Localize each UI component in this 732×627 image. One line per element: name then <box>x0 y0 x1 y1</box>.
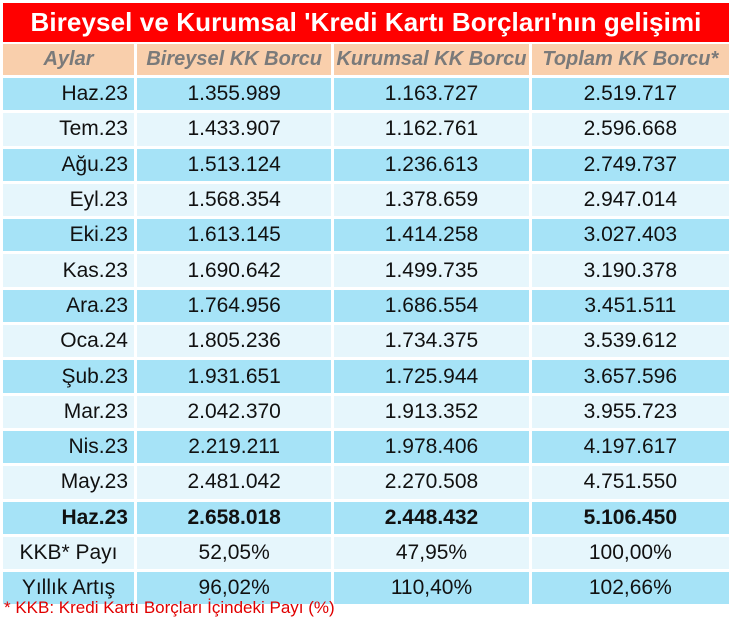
summary-individual-cell: 52,05% <box>137 536 335 573</box>
corporate-debt-cell: 2.448.432 <box>334 501 532 537</box>
individual-debt-cell: 2.481.042 <box>137 466 335 502</box>
total-debt-cell: 5.106.450 <box>531 501 729 537</box>
month-cell: Tem.23 <box>3 113 137 149</box>
individual-debt-cell: 1.764.956 <box>137 289 335 326</box>
summary-total-cell: 100,00% <box>531 536 729 573</box>
total-debt-cell: 3.539.612 <box>531 325 729 361</box>
individual-debt-cell: 2.219.211 <box>137 430 335 467</box>
corporate-debt-cell: 1.236.613 <box>334 148 532 184</box>
month-cell: Şub.23 <box>3 360 137 396</box>
individual-debt-cell: 1.355.989 <box>137 78 335 114</box>
month-cell: Haz.23 <box>3 501 137 537</box>
month-cell: Ağu.23 <box>3 148 137 184</box>
individual-debt-cell: 2.658.018 <box>137 501 335 537</box>
month-cell: Eyl.23 <box>3 183 137 220</box>
table-row: Eki.23 1.613.145 1.414.258 3.027.403 <box>3 219 729 255</box>
total-debt-cell: 3.657.596 <box>531 360 729 396</box>
table-row: Şub.23 1.931.651 1.725.944 3.657.596 <box>3 360 729 396</box>
total-debt-cell: 3.451.511 <box>531 289 729 326</box>
table-row: Ara.23 1.764.956 1.686.554 3.451.511 <box>3 289 729 326</box>
month-cell: Ara.23 <box>3 289 137 326</box>
table-row: Mar.23 2.042.370 1.913.352 3.955.723 <box>3 395 729 431</box>
page-title: Bireysel ve Kurumsal 'Kredi Kartı Borçla… <box>3 3 729 42</box>
month-cell: Haz.23 <box>3 78 137 114</box>
table-row: Haz.23 1.355.989 1.163.727 2.519.717 <box>3 78 729 114</box>
individual-debt-cell: 1.513.124 <box>137 148 335 184</box>
month-cell: Nis.23 <box>3 430 137 467</box>
total-debt-cell: 2.596.668 <box>531 113 729 149</box>
footnote: * KKB: Kredi Kartı Borçları İçindeki Pay… <box>4 598 335 617</box>
summary-corporate-cell: 47,95% <box>334 536 532 573</box>
column-header-total: Toplam KK Borcu* <box>531 44 729 78</box>
corporate-debt-cell: 2.270.508 <box>334 466 532 502</box>
total-debt-cell: 3.027.403 <box>531 219 729 255</box>
corporate-debt-cell: 1.978.406 <box>334 430 532 467</box>
table-row: Tem.23 1.433.907 1.162.761 2.596.668 <box>3 113 729 149</box>
summary-individual-cell: 96,02% <box>137 572 335 608</box>
month-cell: Oca.24 <box>3 325 137 361</box>
table-row: Kas.23 1.690.642 1.499.735 3.190.378 <box>3 254 729 290</box>
column-header-month: Aylar <box>3 44 137 78</box>
summary-total-cell: 102,66% <box>531 572 729 608</box>
corporate-debt-cell: 1.499.735 <box>334 254 532 290</box>
total-debt-cell: 2.947.014 <box>531 183 729 220</box>
corporate-debt-cell: 1.414.258 <box>334 219 532 255</box>
total-debt-cell: 2.749.737 <box>531 148 729 184</box>
table-body: Aylar Bireysel KK Borcu Kurumsal KK Borc… <box>3 44 729 608</box>
total-debt-cell: 2.519.717 <box>531 78 729 114</box>
individual-debt-cell: 1.433.907 <box>137 113 335 149</box>
corporate-debt-cell: 1.913.352 <box>334 395 532 431</box>
month-cell: Mar.23 <box>3 395 137 431</box>
individual-debt-cell: 1.568.354 <box>137 183 335 220</box>
table-row: Eyl.23 1.568.354 1.378.659 2.947.014 <box>3 183 729 220</box>
summary-label-cell: KKB* Payı <box>3 536 137 573</box>
corporate-debt-cell: 1.686.554 <box>334 289 532 326</box>
month-cell: Eki.23 <box>3 219 137 255</box>
summary-row: Yıllık Artış 96,02% 110,40% 102,66% <box>3 572 729 608</box>
individual-debt-cell: 1.690.642 <box>137 254 335 290</box>
individual-debt-cell: 1.805.236 <box>137 325 335 361</box>
total-debt-cell: 4.751.550 <box>531 466 729 502</box>
corporate-debt-cell: 1.162.761 <box>334 113 532 149</box>
corporate-debt-cell: 1.725.944 <box>334 360 532 396</box>
total-debt-cell: 4.197.617 <box>531 430 729 467</box>
table-row: Nis.23 2.219.211 1.978.406 4.197.617 <box>3 430 729 467</box>
header-row: Aylar Bireysel KK Borcu Kurumsal KK Borc… <box>3 44 729 78</box>
summary-corporate-cell: 110,40% <box>334 572 532 608</box>
table-row: Ağu.23 1.513.124 1.236.613 2.749.737 <box>3 148 729 184</box>
individual-debt-cell: 1.931.651 <box>137 360 335 396</box>
column-header-individual: Bireysel KK Borcu <box>137 44 335 78</box>
column-header-corporate: Kurumsal KK Borcu <box>334 44 532 78</box>
individual-debt-cell: 2.042.370 <box>137 395 335 431</box>
summary-label-cell: Yıllık Artış <box>3 572 137 608</box>
credit-card-debt-table: Aylar Bireysel KK Borcu Kurumsal KK Borc… <box>3 44 729 608</box>
table-row: Oca.24 1.805.236 1.734.375 3.539.612 <box>3 325 729 361</box>
table-row: Haz.23 2.658.018 2.448.432 5.106.450 <box>3 501 729 537</box>
corporate-debt-cell: 1.378.659 <box>334 183 532 220</box>
total-debt-cell: 3.190.378 <box>531 254 729 290</box>
total-debt-cell: 3.955.723 <box>531 395 729 431</box>
corporate-debt-cell: 1.163.727 <box>334 78 532 114</box>
individual-debt-cell: 1.613.145 <box>137 219 335 255</box>
month-cell: Kas.23 <box>3 254 137 290</box>
summary-row: KKB* Payı 52,05% 47,95% 100,00% <box>3 536 729 573</box>
corporate-debt-cell: 1.734.375 <box>334 325 532 361</box>
table-row: May.23 2.481.042 2.270.508 4.751.550 <box>3 466 729 502</box>
month-cell: May.23 <box>3 466 137 502</box>
